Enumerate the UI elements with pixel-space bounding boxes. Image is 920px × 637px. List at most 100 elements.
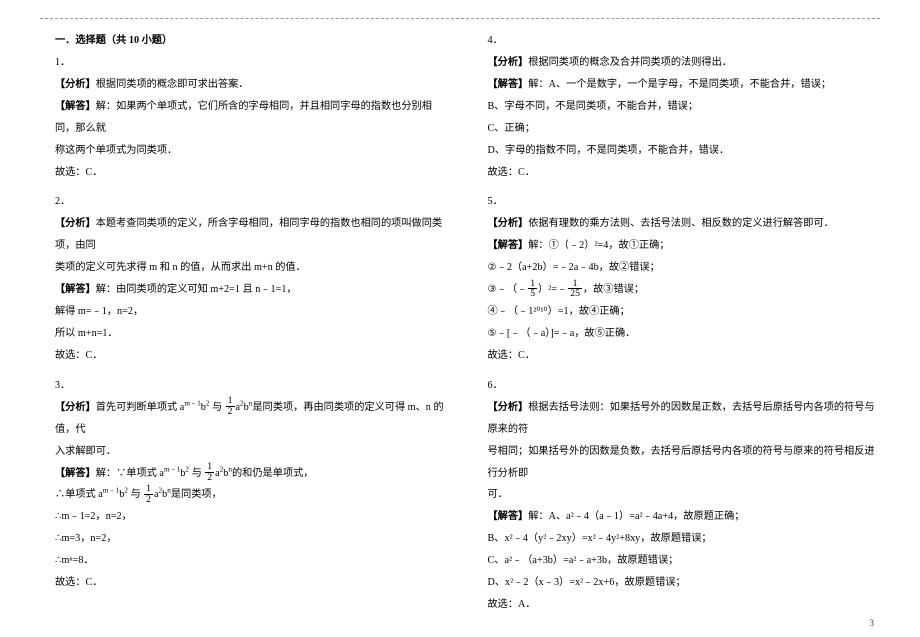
fraction-1-25: 125 xyxy=(568,279,582,299)
f15-den: 5 xyxy=(528,289,537,299)
q1-answer-l2: 称这两个单项式为同类项． xyxy=(55,140,448,162)
document-page: 一．选择题（共 10 小题） 1． 【分析】根据同类项的概念即可求出答案． 【解… xyxy=(0,0,920,637)
q4-ans-intro: 解： xyxy=(528,79,548,90)
answer-label: 【解答】 xyxy=(488,511,529,522)
answer-label: 【解答】 xyxy=(488,79,529,90)
q2-analysis-l1: 【分析】本题考查同类项的定义，所含字母相同，相同字母的指数也相同的项叫做同类项，… xyxy=(55,213,448,257)
q3-ans-c: 的和仍是单项式， xyxy=(232,468,314,479)
q2-choice: 故选：C． xyxy=(55,345,448,367)
q1-analysis: 【分析】根据同类项的概念即可求出答案． xyxy=(55,74,448,96)
analysis-label: 【分析】 xyxy=(488,218,529,229)
q5-an-text: 依据有理数的乘方法则、去括号法则、相反数的定义进行解答即可． xyxy=(528,218,834,229)
q4-opt-c: C、正确； xyxy=(488,118,881,140)
q1-analysis-text: 根据同类项的概念即可求出答案． xyxy=(96,79,249,90)
frac-num3: 1 xyxy=(144,484,153,495)
q3-an-a: 首先可判断单项式 a xyxy=(96,402,185,413)
section-heading: 一．选择题（共 10 小题） xyxy=(55,30,448,52)
q4-an-text: 根据同类项的概念及合并同类项的法则得出． xyxy=(528,57,732,68)
q5-choice: 故选：C． xyxy=(488,345,881,367)
q6-analysis-l3: 可． xyxy=(488,484,881,506)
q3-answer-l1: 【解答】解：∵单项式 am﹣1b2 与 12a2bn的和仍是单项式， xyxy=(55,463,448,485)
q2-ans-t1: 解：由同类项的定义可知 m+2=1 且 n﹣1=1， xyxy=(96,284,297,295)
q5-l2: ②﹣2（a+2b）=﹣2a﹣4b，故②错误； xyxy=(488,257,881,279)
q4-a: A、一个是数字，一个是字母，不是同类项，不能合并，错误； xyxy=(549,79,831,90)
analysis-label: 【分析】 xyxy=(55,402,96,413)
q4-opt-b: B、字母不同，不是同类项，不能合并，错误； xyxy=(488,96,881,118)
q3-ans-b: 与 xyxy=(192,468,202,479)
q3-analysis-l1: 【分析】首先可判断单项式 am﹣1b2 与 12a2bn是同类项，再由同类项的定… xyxy=(55,397,448,441)
analysis-label: 【分析】 xyxy=(55,79,96,90)
q5-l1: 【解答】解：①（﹣2）²=4，故①正确； xyxy=(488,235,881,257)
q6-analysis-l2: 号相同；如果括号外的因数是负数，去括号后原括号内各项的符号与原来的符号相反进行分… xyxy=(488,441,881,485)
fraction-half: 12 xyxy=(226,396,235,416)
q3-answer-l3: ∴m﹣1=2，n=2， xyxy=(55,506,448,528)
q3-ans2-c: 是同类项， xyxy=(171,489,222,500)
q1-number: 1． xyxy=(55,52,448,74)
q3-answer-l2: ∴单项式 am﹣1b2 与 12a2bn是同类项， xyxy=(55,484,448,506)
q6-choice: 故选：A． xyxy=(488,594,881,616)
q5-ans-intro: 解： xyxy=(528,240,548,251)
q4-number: 4． xyxy=(488,30,881,52)
left-column: 一．选择题（共 10 小题） 1． 【分析】根据同类项的概念即可求出答案． 【解… xyxy=(55,30,448,616)
answer-label: 【解答】 xyxy=(488,240,529,251)
analysis-label: 【分析】 xyxy=(488,402,529,413)
q6-opt-d: D、x²﹣2（x﹣3）=x²﹣2x+6，故原题错误； xyxy=(488,572,881,594)
q3-ans2-a: ∴单项式 a xyxy=(55,489,103,500)
q6-a: A、a²﹣4（a﹣1）=a²﹣4a+4，故原题正确； xyxy=(549,511,745,522)
answer-label: 【解答】 xyxy=(55,468,96,479)
q3-ans-a: 解：∵单项式 a xyxy=(96,468,164,479)
sup-m-1b: m﹣1 xyxy=(164,465,180,473)
q5-l3a: ③﹣（﹣ xyxy=(488,284,528,295)
q5-l5: ⑤﹣[﹣（﹣a）]=﹣a，故⑤正确． xyxy=(488,323,881,345)
q6-ans-intro: 解： xyxy=(528,511,548,522)
q4-opt-a: 【解答】解：A、一个是数字，一个是字母，不是同类项，不能合并，错误； xyxy=(488,74,881,96)
q2-answer-l2: 解得 m=﹣1，n=2， xyxy=(55,301,448,323)
q2-answer-l3: 所以 m+n=1． xyxy=(55,323,448,345)
right-column: 4． 【分析】根据同类项的概念及合并同类项的法则得出． 【解答】解：A、一个是数… xyxy=(488,30,881,616)
fraction-half2: 12 xyxy=(205,462,214,482)
fraction-half3: 12 xyxy=(144,484,153,504)
q1-answer-l1: 【解答】解：如果两个单项式，它们所含的字母相同，并且相同字母的指数也分别相同，那… xyxy=(55,96,448,140)
q3-ans2-b: 与 xyxy=(130,489,140,500)
analysis-label: 【分析】 xyxy=(55,218,96,229)
q5-analysis: 【分析】依据有理数的乘方法则、去括号法则、相反数的定义进行解答即可． xyxy=(488,213,881,235)
q5-number: 5． xyxy=(488,191,881,213)
q6-analysis-l1: 【分析】根据去括号法则：如果括号外的因数是正数，去括号后原括号内各项的符号与原来… xyxy=(488,397,881,441)
sup-2: 2 xyxy=(206,399,210,407)
q3-answer-l4: ∴m=3，n=2， xyxy=(55,528,448,550)
q3-choice: 故选：C． xyxy=(55,572,448,594)
q3-an-b: 与 xyxy=(212,402,222,413)
answer-label: 【解答】 xyxy=(55,101,96,112)
q1-answer-text1: 解：如果两个单项式，它们所含的字母相同，并且相同字母的指数也分别相同，那么就 xyxy=(55,101,432,134)
sup-2c: 2 xyxy=(124,487,128,495)
q6-opt-b: B、x²﹣4（y²﹣2xy）=x²﹣4y²+8xy，故原题错误； xyxy=(488,528,881,550)
q2-number: 2． xyxy=(55,191,448,213)
frac-den3: 2 xyxy=(144,495,153,505)
q4-choice: 故选：C． xyxy=(488,162,881,184)
q2-analysis-t1: 本题考查同类项的定义，所含字母相同，相同字母的指数也相同的项叫做同类项，由同 xyxy=(55,218,442,251)
q4-analysis: 【分析】根据同类项的概念及合并同类项的法则得出． xyxy=(488,52,881,74)
q5-l3c: ，故③错误； xyxy=(583,284,644,295)
q3-answer-l5: ∴mⁿ=8． xyxy=(55,550,448,572)
answer-label: 【解答】 xyxy=(55,284,96,295)
q4-opt-d: D、字母的指数不同，不是同类项，不能合并，错误． xyxy=(488,140,881,162)
fraction-1-5: 15 xyxy=(528,279,537,299)
q1-choice: 故选：C． xyxy=(55,162,448,184)
analysis-label: 【分析】 xyxy=(488,57,529,68)
f125-den: 25 xyxy=(568,289,582,299)
two-column-layout: 一．选择题（共 10 小题） 1． 【分析】根据同类项的概念即可求出答案． 【解… xyxy=(55,30,880,616)
q2-answer-l1: 【解答】解：由同类项的定义可知 m+2=1 且 n﹣1=1， xyxy=(55,279,448,301)
q2-analysis-l2: 类项的定义可先求得 m 和 n 的值，从而求出 m+n 的值． xyxy=(55,257,448,279)
sup-m-1c: m﹣1 xyxy=(103,487,119,495)
frac-den2: 2 xyxy=(205,473,214,483)
sup-m-1: m﹣1 xyxy=(184,399,200,407)
q3-number: 3． xyxy=(55,375,448,397)
page-number: 3 xyxy=(869,619,874,629)
q3-analysis-l2: 入求解即可． xyxy=(55,441,448,463)
q5-l3b: ）²=﹣ xyxy=(538,284,567,295)
q6-opt-c: C、a²﹣（a+3b）=a²﹣a+3b，故原题错误； xyxy=(488,550,881,572)
q5-l3: ③﹣（﹣15）²=﹣125，故③错误； xyxy=(488,279,881,301)
q6-number: 6． xyxy=(488,375,881,397)
sup-2b: 2 xyxy=(185,465,189,473)
q6-opt-a: 【解答】解：A、a²﹣4（a﹣1）=a²﹣4a+4，故原题正确； xyxy=(488,506,881,528)
